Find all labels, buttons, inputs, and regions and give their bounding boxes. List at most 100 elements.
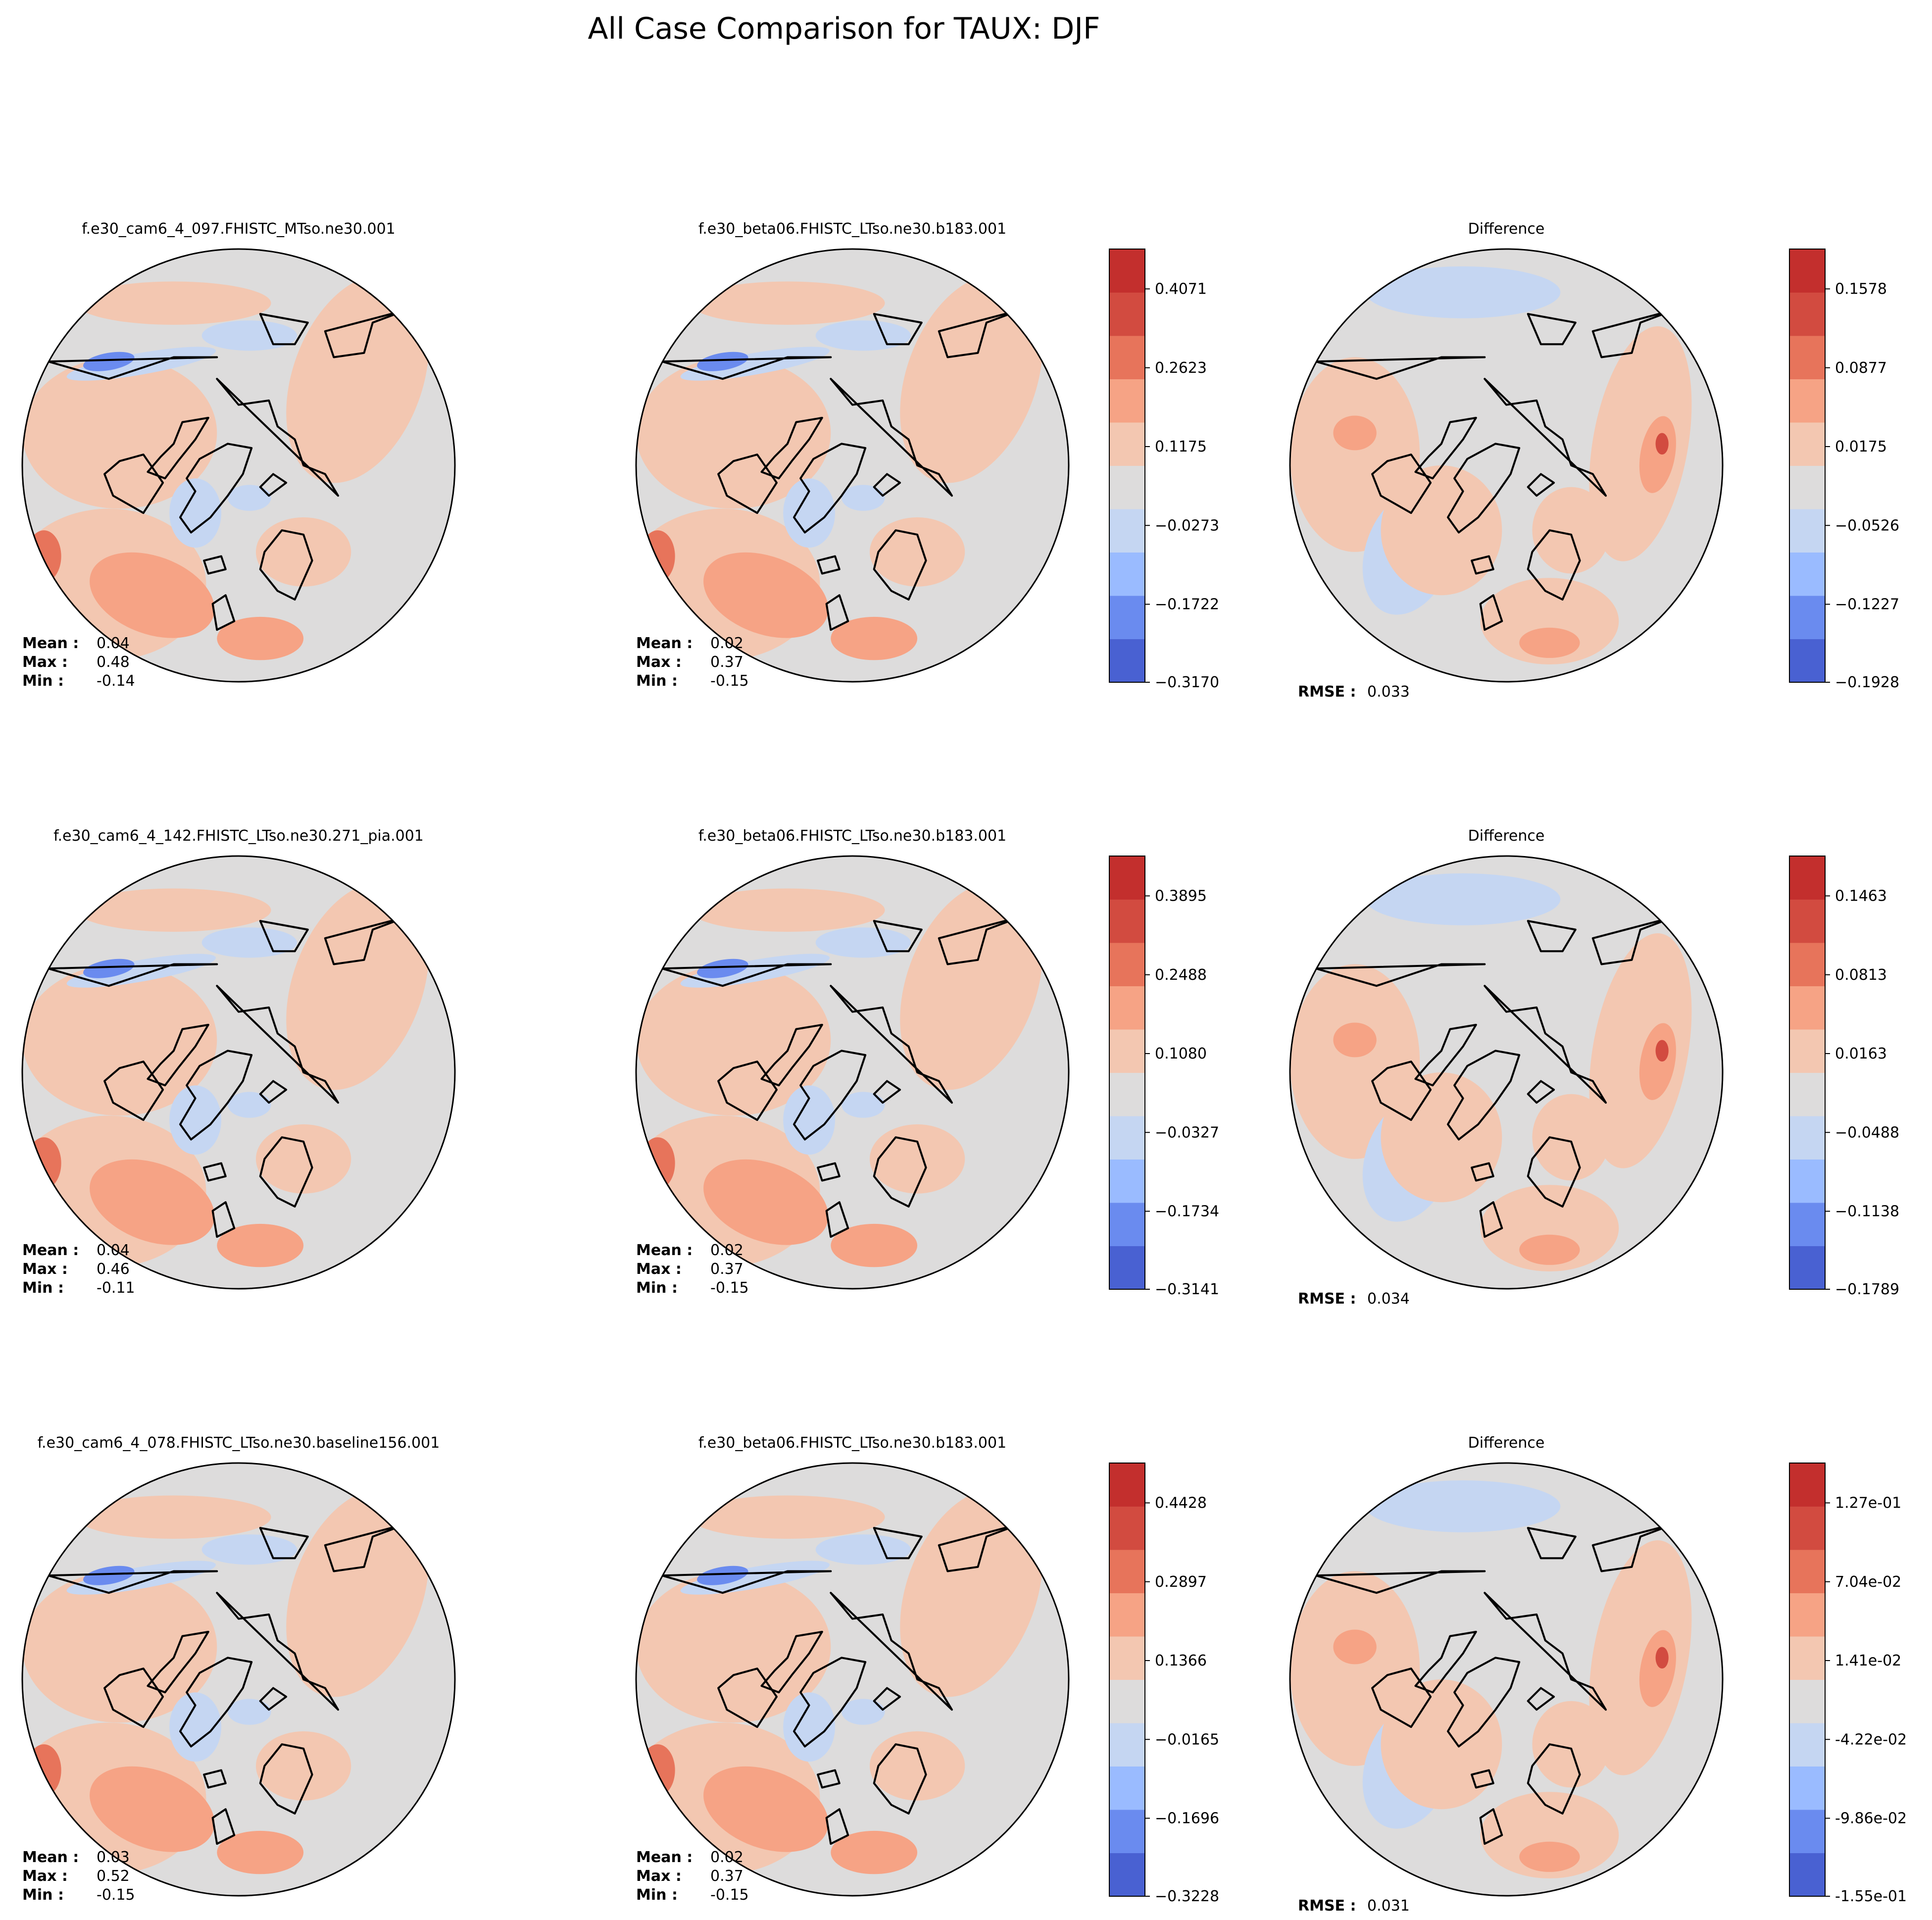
field-contour [90,1159,215,1245]
coastline [1527,313,1577,346]
field-contour [783,478,836,548]
field-contour [636,1571,831,1723]
difference-colorbar: 0.1578 0.0877 0.0175 −0.0526 −0.1227 −0.1928 [1789,249,1899,691]
colorbar-segment [1109,1506,1145,1550]
field-contour [1519,627,1580,658]
field-contour [201,927,297,958]
field-contour [217,616,304,660]
colorbar-tick-label: 0.2623 [1155,359,1207,377]
stat-label: Min : [636,1886,678,1904]
colorbar-segment [1109,899,1145,943]
colorbar-frame [1109,249,1145,683]
stat-label: RMSE : [1298,1290,1356,1308]
field-contour [869,1124,965,1194]
colorbar-segment [1789,422,1825,466]
coastline [211,594,236,631]
colorbar-tick-label: 0.1366 [1155,1652,1207,1669]
difference-colorbar: 1.27e-01 7.04e-02 1.41e-02 -4.22e-02 -9.86e-… [1789,1463,1907,1905]
colorbar-tick-label: −0.0273 [1155,517,1219,534]
stat-label: Mean : [636,1849,693,1866]
coastline [47,356,218,380]
stat-label: Max : [636,1868,682,1885]
coastline [1484,985,1607,1104]
coastline [793,1050,867,1141]
colorbar-tick-label: 0.0163 [1835,1045,1887,1062]
field-contour [1532,1094,1610,1181]
colorbar-segment [1789,1550,1825,1593]
coastline [1371,1061,1432,1121]
colorbar-tick-label: -9.86e-02 [1835,1810,1907,1827]
field-contour [228,1092,271,1118]
coastline [760,416,823,480]
field-contour [255,1731,351,1801]
colorbar-segment [1789,1463,1825,1507]
colorbar-segment [1109,1636,1145,1680]
coastline [203,1162,227,1182]
stat-value: -0.14 [97,672,135,690]
map-boundary [21,855,456,1290]
coastline [1471,1162,1494,1182]
coastline [103,1667,164,1728]
map-field [636,249,1069,682]
coastline [817,555,841,575]
coastline [1527,1527,1577,1560]
coastline [259,920,309,953]
colorbar-segment [1789,1723,1825,1767]
colorbar-segment [1109,1159,1145,1203]
colorbar-tick-label: 0.1463 [1835,888,1887,905]
stat-value: -0.15 [97,1886,135,1904]
field-contour [842,1092,885,1118]
colorbar-segment [1109,1810,1145,1853]
colorbar-segment [1109,336,1145,379]
colorbar-segment [1109,1593,1145,1637]
coastline [873,313,923,346]
map-boundary [635,1462,1070,1897]
map-field [22,856,455,1289]
field-contour [217,1223,304,1267]
panel-title: Difference [1468,1434,1545,1452]
colorbar-segment [1109,509,1145,553]
coastline [1527,473,1555,497]
field-contour [1365,1480,1561,1532]
panel-title: f.e30_cam6_4_097.FHISTC_MTso.ne30.001 [82,220,396,238]
coastline [211,1808,236,1845]
difference-colorbar: 0.1463 0.0813 0.0163 −0.0488 −0.1138 −0.1789 [1789,856,1899,1298]
colorbar-segment [1109,856,1145,900]
field-contour [1365,873,1561,925]
field-contour [697,959,748,978]
colorbar-segment [1109,1116,1145,1160]
coastline [147,1630,209,1694]
field-contour [703,552,829,638]
field-contour [66,1561,216,1595]
stat-value: 0.37 [710,654,743,671]
colorbar-segment [1789,1636,1825,1680]
field-contour [697,352,748,371]
colorbar: 0.4071 0.2623 0.1175 −0.0273 −0.1722 −0.3170 [1109,249,1219,691]
coastline [717,1061,778,1121]
colorbar-segment [1789,1159,1825,1203]
colorbar-tick-label: −0.1789 [1835,1281,1899,1298]
colorbar-segment [1789,249,1825,293]
colorbar-tick-label: 1.41e-02 [1835,1652,1901,1669]
field-contour [900,882,1043,1090]
field-contour [228,485,271,511]
field-contour [1655,1647,1669,1669]
field-contour [831,1223,918,1267]
field-contour [1333,1022,1377,1058]
colorbar-tick-label: 0.4428 [1155,1495,1207,1512]
map-boundary [1289,1462,1724,1897]
map-boundary [21,1462,456,1897]
colorbar-segment [1789,1766,1825,1810]
field-contour [1381,465,1502,596]
stat-label: Min : [22,1279,64,1297]
field-contour [169,478,222,548]
field-contour [286,1489,429,1697]
coastline [211,1201,236,1238]
coastline [817,1769,841,1789]
field-contour [869,1731,965,1801]
stat-label: RMSE : [1298,1897,1356,1915]
colorbar-segment [1109,1463,1145,1507]
field-contour [842,1699,885,1725]
coastline [216,378,339,497]
colorbar-segment [1109,596,1145,639]
